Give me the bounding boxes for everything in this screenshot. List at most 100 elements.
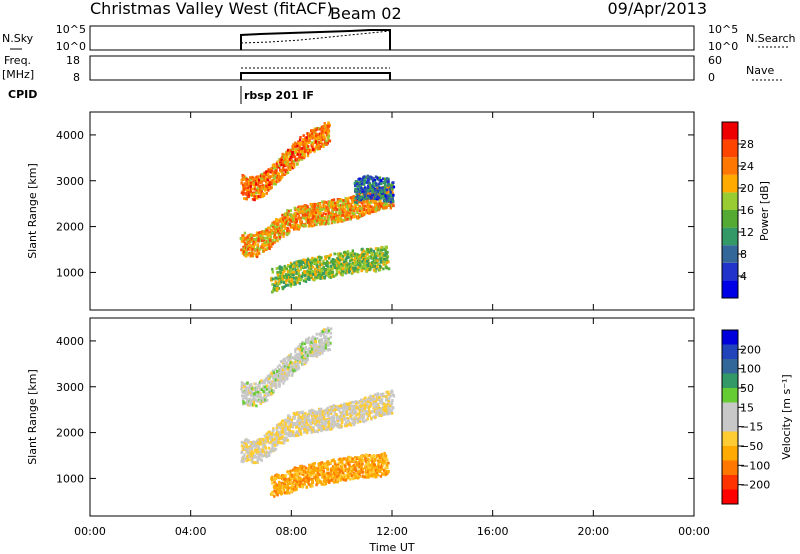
scatter-cell bbox=[273, 284, 276, 288]
scatter-cell bbox=[326, 132, 329, 136]
scatter-cell bbox=[251, 248, 254, 251]
power-scatter bbox=[239, 121, 396, 294]
scatter-cell bbox=[392, 193, 395, 197]
scatter-cell bbox=[280, 271, 283, 275]
scatter-cell bbox=[278, 441, 281, 444]
scatter-cell bbox=[320, 217, 324, 221]
scatter-cell bbox=[287, 270, 290, 274]
scatter-cell bbox=[281, 486, 285, 489]
scatter-cell bbox=[339, 199, 342, 203]
scatter-cell bbox=[302, 134, 305, 137]
scatter-cell bbox=[365, 418, 368, 422]
scatter-cell bbox=[280, 266, 283, 269]
scatter-cell bbox=[366, 191, 369, 195]
scatter-cell bbox=[258, 247, 261, 251]
scatter-cell bbox=[301, 210, 304, 213]
scatter-cell bbox=[335, 210, 338, 214]
scatter-cell bbox=[345, 259, 348, 263]
scatter-cell bbox=[291, 152, 294, 156]
scatter-cell bbox=[273, 163, 276, 167]
scatter-cell bbox=[253, 187, 257, 191]
scatter-cell bbox=[347, 417, 350, 421]
scatter-cell bbox=[257, 191, 261, 195]
scatter-cell bbox=[298, 150, 301, 154]
scatter-cell bbox=[278, 220, 281, 223]
scatter-cell bbox=[388, 393, 391, 396]
scatter-cell bbox=[276, 437, 279, 440]
scatter-cell bbox=[278, 282, 281, 286]
scatter-cell bbox=[278, 165, 281, 169]
scatter-cell bbox=[326, 255, 330, 259]
scatter-cell bbox=[308, 278, 311, 281]
scatter-cell bbox=[311, 219, 314, 223]
scatter-cell bbox=[306, 154, 310, 158]
scatter-cell bbox=[304, 224, 307, 228]
scatter-cell bbox=[373, 206, 376, 209]
scatter-cell bbox=[272, 166, 276, 170]
scatter-cell bbox=[250, 239, 253, 243]
scatter-cell bbox=[301, 340, 304, 344]
scatter-cell bbox=[327, 347, 330, 351]
scatter-cell bbox=[249, 389, 252, 392]
scatter-cell bbox=[344, 197, 347, 200]
scatter-cell bbox=[287, 264, 290, 268]
scatter-cell bbox=[289, 213, 293, 216]
scatter-cell bbox=[307, 413, 310, 417]
scatter-cell bbox=[243, 444, 246, 448]
scatter-cell bbox=[332, 408, 335, 412]
scatter-cell bbox=[294, 208, 297, 212]
scatter-cell bbox=[322, 259, 325, 263]
scatter-cell bbox=[302, 354, 305, 358]
scatter-cell bbox=[276, 286, 279, 290]
scatter-cell bbox=[314, 270, 317, 274]
scatter-cell bbox=[285, 231, 288, 235]
scatter-cell bbox=[348, 407, 351, 411]
scatter-cell bbox=[313, 270, 316, 273]
scatter-cell bbox=[307, 224, 311, 228]
scatter-cell bbox=[276, 160, 279, 164]
scatter-cell bbox=[247, 441, 250, 444]
scatter-cell bbox=[350, 258, 353, 262]
scatter-cell bbox=[353, 181, 356, 185]
scatter-cell bbox=[278, 265, 282, 269]
scatter-cell bbox=[363, 178, 367, 181]
scatter-cell bbox=[321, 348, 325, 351]
scatter-cell bbox=[327, 137, 330, 140]
scatter-cell bbox=[386, 250, 389, 254]
scatter-cell bbox=[374, 415, 377, 419]
scatter-cell bbox=[385, 188, 388, 192]
scatter-cell bbox=[268, 390, 271, 394]
scatter-cell bbox=[333, 416, 336, 420]
scatter-cell bbox=[380, 179, 383, 183]
scatter-cell bbox=[310, 135, 314, 139]
scatter-cell bbox=[272, 220, 276, 224]
scatter-cell bbox=[288, 415, 292, 419]
scatter-cell bbox=[323, 420, 326, 423]
scatter-cell bbox=[337, 254, 340, 258]
scatter-cell bbox=[356, 270, 360, 274]
scatter-cell bbox=[292, 273, 295, 277]
scatter-cell bbox=[256, 179, 259, 182]
scatter-cell bbox=[267, 172, 270, 176]
scatter-cell bbox=[273, 180, 276, 184]
scatter-cell bbox=[262, 454, 266, 457]
scatter-cell bbox=[300, 158, 304, 161]
scatter-cell bbox=[321, 219, 325, 223]
scatter-cell bbox=[387, 260, 390, 264]
scatter-cell bbox=[289, 420, 292, 424]
scatter-cell bbox=[337, 257, 340, 261]
scatter-cell bbox=[297, 140, 300, 144]
scatter-cell bbox=[265, 192, 268, 195]
scatter-cell bbox=[300, 351, 304, 355]
scatter-cell bbox=[306, 150, 310, 153]
scatter-cell bbox=[328, 422, 331, 426]
scatter-cell bbox=[297, 361, 300, 364]
scatter-cell bbox=[299, 141, 303, 145]
scatter-cell bbox=[255, 404, 258, 408]
scatter-cell bbox=[354, 411, 358, 414]
scatter-cell bbox=[346, 413, 349, 417]
scatter-cell bbox=[347, 269, 351, 273]
scatter-cell bbox=[273, 447, 276, 451]
scatter-cell bbox=[339, 252, 342, 256]
scatter-cell bbox=[305, 350, 308, 354]
